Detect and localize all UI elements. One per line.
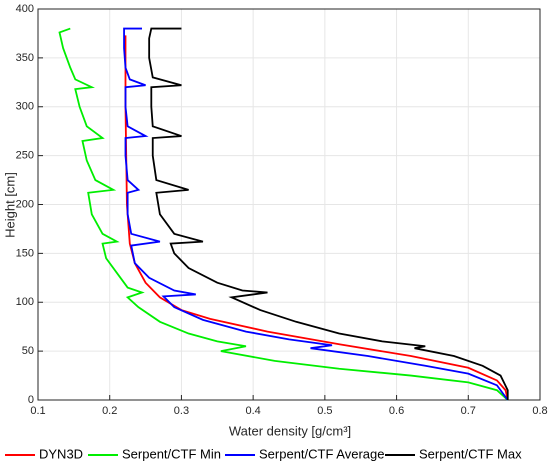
x-tick-label: 0.2 xyxy=(102,405,117,417)
y-tick-label: 150 xyxy=(16,247,34,259)
x-tick-label: 0.7 xyxy=(461,405,476,417)
y-tick-label: 300 xyxy=(16,101,34,113)
x-tick-label: 0.5 xyxy=(317,405,332,417)
y-tick-label: 50 xyxy=(22,345,34,357)
x-tick-label: 0.4 xyxy=(245,405,260,417)
legend-label: Serpent/CTF Max xyxy=(419,446,522,461)
x-tick-label: 0.6 xyxy=(389,405,404,417)
y-tick-label: 250 xyxy=(16,150,34,162)
y-tick-label: 350 xyxy=(16,52,34,64)
axes-box xyxy=(37,8,541,401)
legend-label: Serpent/CTF Min xyxy=(122,446,221,461)
series-line xyxy=(148,27,509,400)
x-tick-label: 0.3 xyxy=(174,405,189,417)
y-tick-label: 0 xyxy=(28,394,34,406)
y-tick-label: 400 xyxy=(16,3,34,15)
y-axis-label: Height [cm] xyxy=(2,172,17,238)
series-line xyxy=(58,27,509,401)
y-tick-label: 200 xyxy=(16,198,34,210)
series-line xyxy=(123,27,509,401)
y-tick-label: 100 xyxy=(16,296,34,308)
legend-label: Serpent/CTF Average xyxy=(259,446,385,461)
legend-label: DYN3D xyxy=(39,446,83,461)
x-tick-label: 0.1 xyxy=(30,405,45,417)
x-axis-label: Water density [g/cm³] xyxy=(229,423,351,438)
x-tick-label: 0.8 xyxy=(532,405,547,417)
